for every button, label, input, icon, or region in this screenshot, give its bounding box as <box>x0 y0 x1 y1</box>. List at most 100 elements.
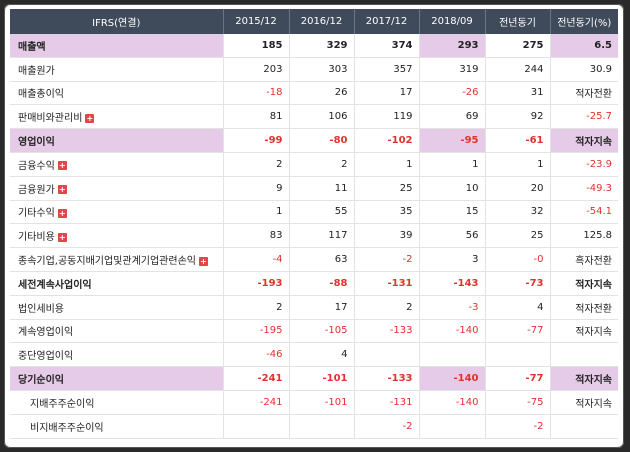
row-label: 매출총이익 <box>10 81 224 106</box>
row-label-text: 기타수익 <box>18 208 55 220</box>
table-cell: -241 <box>223 366 290 391</box>
table-row: 법인세비용 2 17 2 -3 4 적자전환 <box>10 295 618 320</box>
table-cell: -0 <box>485 247 551 272</box>
table-cell <box>289 414 355 439</box>
table-cell: 11 <box>289 176 355 201</box>
table-cell: -131 <box>354 271 420 296</box>
table-cell: 6.5 <box>550 34 618 58</box>
table-cell: 2 <box>289 152 355 177</box>
table-cell: -195 <box>223 319 290 344</box>
expand-plus-icon[interactable]: + <box>57 208 67 218</box>
header-prev-period: 전년동기 <box>485 9 551 34</box>
table-cell: -25.7 <box>550 104 618 130</box>
row-label-text: 법인세비용 <box>18 303 64 315</box>
row-label: 법인세비용 <box>10 295 224 320</box>
expand-plus-icon[interactable]: + <box>85 113 95 123</box>
row-label[interactable]: 금융수익 + <box>10 152 224 177</box>
header-2015-12: 2015/12 <box>223 9 290 34</box>
table-cell: 1 <box>485 152 551 177</box>
table-cell: -140 <box>419 366 486 391</box>
row-label-text: 영업이익 <box>18 137 55 149</box>
table-cell: 적자지속 <box>550 366 618 391</box>
table-cell: 203 <box>223 57 290 82</box>
table-cell: 적자지속 <box>550 271 618 296</box>
table-cell: -241 <box>223 390 290 415</box>
table-cell <box>419 414 486 439</box>
row-label-text: 매출총이익 <box>18 89 64 101</box>
header-prev-period-pct: 전년동기(%) <box>550 9 618 34</box>
expand-plus-icon[interactable]: + <box>57 185 67 195</box>
table-cell: 117 <box>289 223 355 249</box>
table-cell <box>354 342 420 368</box>
table-cell: 244 <box>485 57 551 82</box>
table-cell: -49.3 <box>550 176 618 201</box>
table-cell: 69 <box>419 104 486 130</box>
table-cell: 303 <box>289 57 355 82</box>
table-row: 판매비와관리비 +81 106 119 69 92 -25.7 <box>10 104 618 130</box>
table-cell: -4 <box>223 247 290 272</box>
table-cell: 15 <box>419 200 486 225</box>
row-label: 세전계속사업이익 <box>10 271 224 296</box>
row-label: 지배주주순이익 <box>10 390 224 415</box>
row-label-text: 판매비와관리비 <box>18 113 83 125</box>
row-label[interactable]: 판매비와관리비 + <box>10 104 224 130</box>
table-cell: 4 <box>289 342 355 368</box>
row-label[interactable]: 기타수익 + <box>10 200 224 225</box>
table-cell: 30.9 <box>550 57 618 82</box>
table-cell: -193 <box>223 271 290 296</box>
table-cell <box>550 342 618 368</box>
table-cell: -99 <box>223 128 290 153</box>
table-cell: 39 <box>354 223 420 249</box>
table-cell: 275 <box>485 34 551 58</box>
table-cell: 329 <box>289 34 355 58</box>
table-header-row: IFRS(연결) 2015/12 2016/12 2017/12 2018/09… <box>10 9 618 34</box>
header-2017-12: 2017/12 <box>354 9 420 34</box>
table-cell: -2 <box>485 414 551 439</box>
table-cell: -73 <box>485 271 551 296</box>
table-cell: -133 <box>354 319 420 344</box>
table-cell: 63 <box>289 247 355 272</box>
table-cell: 흑자전환 <box>550 247 618 272</box>
table-row: 지배주주순이익 -241 -101 -131 -140 -75 적자지속 <box>10 390 618 415</box>
table-cell: 319 <box>419 57 486 82</box>
row-label: 매출원가 <box>10 57 224 82</box>
table-cell: -23.9 <box>550 152 618 177</box>
table-cell: 35 <box>354 200 420 225</box>
table-cell: 17 <box>289 295 355 320</box>
expand-plus-icon[interactable]: + <box>198 256 208 266</box>
row-label-text: 비지배주주순이익 <box>30 422 104 434</box>
row-label-text: 지배주주순이익 <box>30 398 95 410</box>
header-ifrs: IFRS(연결) <box>10 9 224 34</box>
table-cell: -105 <box>289 319 355 344</box>
row-label-text: 세전계속사업이익 <box>18 279 92 291</box>
table-cell: -2 <box>354 414 420 439</box>
table-row: 매출원가 203 303 357 319 244 30.9 <box>10 57 618 82</box>
row-label[interactable]: 종속기업,공동지배기업및관계기업관련손익 + <box>10 247 224 272</box>
row-label[interactable]: 기타비용 + <box>10 223 224 249</box>
table-cell: 125.8 <box>550 223 618 249</box>
table-cell <box>550 414 618 439</box>
table-cell: 32 <box>485 200 551 225</box>
table-cell: 10 <box>419 176 486 201</box>
table-row: 매출총이익 -18 26 17 -26 31 적자전환 <box>10 81 618 106</box>
table-row: 세전계속사업이익 -193 -88 -131 -143 -73 적자지속 <box>10 271 618 296</box>
expand-plus-icon[interactable]: + <box>57 232 67 242</box>
table-cell <box>419 342 486 368</box>
table-row: 영업이익 -99 -80 -102 -95 -61 적자지속 <box>10 128 618 153</box>
row-label-text: 기타비용 <box>18 232 55 244</box>
table-row: 종속기업,공동지배기업및관계기업관련손익 + -4 63 -2 3 -0 흑자전환 <box>10 247 618 272</box>
row-label-text: 금융수익 <box>18 160 55 172</box>
table-cell: 9 <box>223 176 290 201</box>
table-row: 기타비용 +83 117 39 56 25 125.8 <box>10 223 618 249</box>
table-cell: 2 <box>223 152 290 177</box>
row-label: 계속영업이익 <box>10 319 224 344</box>
table-cell <box>485 342 551 368</box>
table-row: 금융수익 +2 2 1 1 1 -23.9 <box>10 152 618 177</box>
table-cell: -18 <box>223 81 290 106</box>
row-label[interactable]: 금융원가 + <box>10 176 224 201</box>
table-cell: -143 <box>419 271 486 296</box>
expand-plus-icon[interactable]: + <box>57 161 67 171</box>
table-cell: -77 <box>485 319 551 344</box>
table-cell: 1 <box>223 200 290 225</box>
table-cell: 357 <box>354 57 420 82</box>
